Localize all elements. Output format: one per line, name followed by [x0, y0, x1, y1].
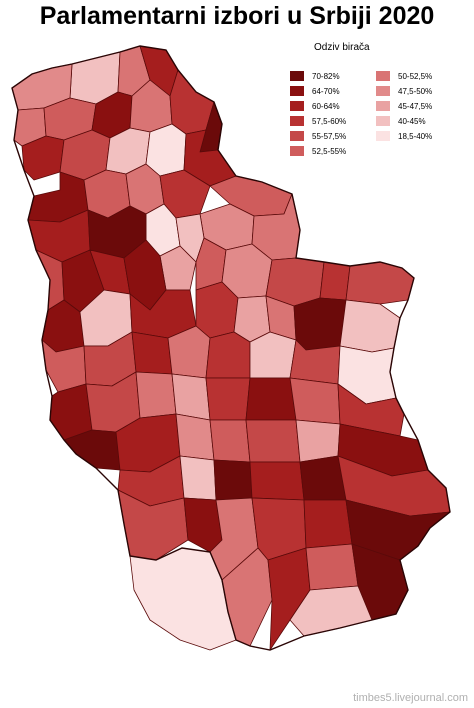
legend-swatch [376, 101, 390, 111]
legend-item: 70-82% [290, 70, 340, 82]
municipality-region [135, 371, 177, 419]
municipality-region [303, 499, 353, 549]
legend-swatch [290, 146, 304, 156]
legend-swatch [290, 86, 304, 96]
legend-swatch [290, 71, 304, 81]
municipality-region [179, 455, 217, 501]
municipality-region [209, 419, 251, 463]
legend-swatch [290, 131, 304, 141]
legend-label: 40-45% [398, 116, 426, 126]
legend-item: 52,5-55% [290, 145, 346, 157]
municipality-region [249, 331, 297, 379]
municipality-region [175, 413, 215, 461]
legend-item: 45-47,5% [376, 100, 432, 112]
municipality-region [305, 543, 359, 591]
municipality-region [183, 497, 223, 553]
legend-label: 64-70% [312, 86, 340, 96]
legend-label: 70-82% [312, 71, 340, 81]
legend-item: 55-57,5% [290, 130, 346, 142]
legend-item: 50-52,5% [376, 70, 432, 82]
municipality-region [245, 419, 301, 463]
municipality-region [295, 419, 341, 463]
credit-watermark: timbes5.livejournal.com [353, 692, 468, 704]
legend-item: 64-70% [290, 85, 340, 97]
municipality-region [205, 331, 251, 379]
legend-label: 47,5-50% [398, 86, 433, 96]
legend-label: 18,5-40% [398, 131, 433, 141]
legend-item: 57,5-60% [290, 115, 346, 127]
municipality-region [245, 377, 297, 421]
legend-label: 60-64% [312, 101, 340, 111]
legend-item: 18,5-40% [376, 130, 432, 142]
municipality-regions [11, 45, 451, 651]
legend-swatch [290, 116, 304, 126]
legend-item: 60-64% [290, 100, 340, 112]
legend-swatch [376, 116, 390, 126]
municipality-region [171, 373, 211, 421]
legend-label: 50-52,5% [398, 71, 433, 81]
municipality-region [249, 461, 305, 501]
legend-label: 52,5-55% [312, 146, 347, 156]
legend-swatch [290, 101, 304, 111]
legend-swatch [376, 86, 390, 96]
municipality-region [131, 331, 173, 375]
municipality-region [205, 377, 251, 421]
legend-title: Odziv birača [314, 42, 370, 53]
legend-item: 40-45% [376, 115, 426, 127]
legend-swatch [376, 131, 390, 141]
country-outline [11, 45, 451, 651]
municipality-region [289, 377, 341, 425]
legend-label: 45-47,5% [398, 101, 433, 111]
municipality-region [145, 123, 187, 177]
municipality-region [339, 299, 401, 353]
municipality-region [293, 297, 347, 351]
legend: Odziv birača 70-82% 64-70% 60-64% 57,5-60% 5… [284, 42, 464, 162]
legend-item: 47,5-50% [376, 85, 432, 97]
legend-swatch [376, 71, 390, 81]
municipality-region [49, 383, 93, 441]
legend-label: 57,5-60% [312, 116, 347, 126]
municipality-region [319, 261, 351, 301]
municipality-region [213, 459, 253, 501]
municipality-region [345, 261, 415, 305]
map-title: Parlamentarni izbori u Srbiji 2020 [39, 2, 435, 30]
legend-label: 55-57,5% [312, 131, 347, 141]
